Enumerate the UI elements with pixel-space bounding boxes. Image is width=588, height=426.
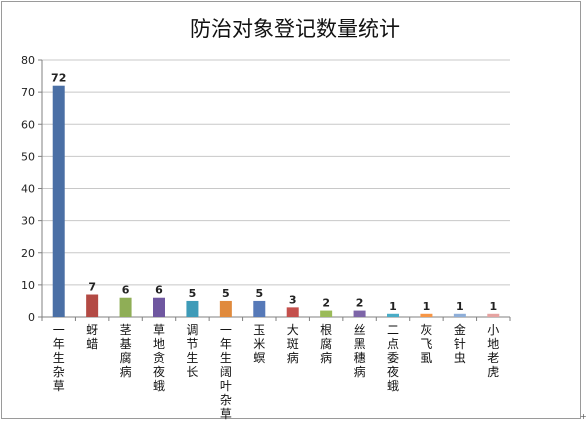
chart-frame: 防治对象登记数量统计 0 10 20 30 40 50 60 70 80 72 7 6 6 5 5 5 3 2 2… bbox=[1, 1, 581, 420]
y-tick-label: 40 bbox=[21, 183, 35, 196]
y-tick-label: 30 bbox=[21, 215, 35, 228]
data-label: 2 bbox=[322, 297, 330, 310]
data-label: 7 bbox=[88, 281, 96, 294]
bar bbox=[387, 313, 399, 317]
bar bbox=[52, 85, 65, 317]
category-label: 二点委夜蛾 bbox=[387, 323, 399, 393]
category-label: 灰飞虱 bbox=[420, 323, 432, 365]
chart-title: 防治对象登记数量统计 bbox=[190, 17, 400, 41]
category-label: 草地贪夜蛾 bbox=[153, 323, 165, 393]
category-label: 一年生阔叶杂草 bbox=[220, 323, 232, 420]
y-tick-label: 50 bbox=[21, 150, 35, 163]
data-label: 72 bbox=[51, 72, 66, 85]
category-label: 玉米螟 bbox=[253, 323, 265, 365]
y-tick-label: 80 bbox=[21, 54, 35, 67]
category-label: 丝黑穗病 bbox=[354, 323, 366, 379]
category-labels: 一年生杂草 蚜蜡 茎基腐病 草地贪夜蛾 调节生长 一年生阔叶杂草 玉米螟 大斑病 根腐病 丝黑穗病… bbox=[53, 322, 500, 420]
category-label: 一年生杂草 bbox=[53, 323, 65, 393]
y-tick-label: 0 bbox=[28, 311, 35, 324]
bar bbox=[186, 300, 199, 317]
grid-lines bbox=[42, 59, 510, 286]
y-tick-label: 60 bbox=[21, 118, 35, 131]
y-tick-label: 10 bbox=[21, 279, 35, 292]
category-label: 蚜蜡 bbox=[86, 322, 98, 351]
category-label: 根腐病 bbox=[320, 323, 332, 365]
data-label: 5 bbox=[222, 287, 230, 300]
bar bbox=[420, 313, 433, 317]
bar bbox=[286, 307, 299, 317]
bar bbox=[153, 297, 165, 317]
bar bbox=[253, 300, 266, 317]
bar bbox=[320, 310, 333, 317]
bar bbox=[487, 313, 500, 317]
data-label: 1 bbox=[389, 300, 397, 313]
bar bbox=[219, 300, 232, 317]
corner-mark: + bbox=[580, 412, 587, 421]
data-label: 6 bbox=[155, 284, 163, 297]
category-label: 小地老虎 bbox=[487, 323, 499, 379]
data-label: 6 bbox=[122, 284, 130, 297]
axes bbox=[38, 59, 511, 321]
data-label: 3 bbox=[289, 293, 297, 306]
bar bbox=[453, 313, 466, 317]
y-tick-labels: 0 10 20 30 40 50 60 70 80 bbox=[21, 54, 35, 324]
data-labels: 72 7 6 6 5 5 5 3 2 2 1 1 1 1 bbox=[51, 72, 497, 313]
bar bbox=[86, 294, 99, 317]
bar-chart: 防治对象登记数量统计 0 10 20 30 40 50 60 70 80 72 7 6 6 5 5 5 3 2 2… bbox=[21, 17, 511, 420]
category-label: 金针虫 bbox=[454, 322, 466, 365]
bars bbox=[52, 85, 500, 317]
bar bbox=[353, 310, 366, 317]
category-label: 大斑病 bbox=[287, 323, 299, 365]
y-tick-label: 70 bbox=[21, 86, 35, 99]
data-label: 5 bbox=[189, 287, 197, 300]
data-label: 2 bbox=[356, 297, 364, 310]
bar bbox=[119, 297, 132, 317]
y-tick-label: 20 bbox=[21, 247, 35, 260]
data-label: 5 bbox=[255, 287, 263, 300]
data-label: 1 bbox=[456, 300, 464, 313]
category-label: 茎基腐病 bbox=[120, 323, 132, 379]
data-label: 1 bbox=[423, 300, 431, 313]
category-label: 调节生长 bbox=[186, 323, 198, 379]
data-label: 1 bbox=[489, 300, 497, 313]
